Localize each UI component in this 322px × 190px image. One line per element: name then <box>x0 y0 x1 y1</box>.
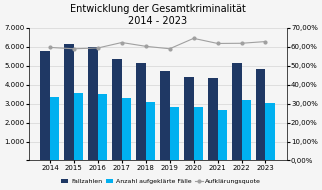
Bar <box>146 102 155 161</box>
Legend: Fallzahlen, Anzahl aufgeklärte Fälle, Aufklärungsquote: Fallzahlen, Anzahl aufgeklärte Fälle, Au… <box>58 177 264 187</box>
Bar <box>194 108 203 161</box>
Bar <box>242 100 251 161</box>
Bar <box>88 47 98 161</box>
Aufklärungsquote <box>96 47 100 49</box>
Title: Entwicklung der Gesamtkriminalität
2014 - 2023: Entwicklung der Gesamtkriminalität 2014 … <box>70 4 246 26</box>
Bar <box>184 77 194 161</box>
Aufklärungsquote <box>48 46 52 49</box>
Bar <box>218 110 227 161</box>
Bar <box>256 69 265 161</box>
Bar <box>112 59 122 161</box>
Bar <box>64 44 74 161</box>
Bar <box>74 93 83 161</box>
Aufklärungsquote <box>168 48 172 50</box>
Bar <box>170 108 179 161</box>
Bar <box>160 70 170 161</box>
Aufklärungsquote <box>263 40 267 43</box>
Line: Aufklärungsquote: Aufklärungsquote <box>49 37 267 50</box>
Bar <box>208 78 218 161</box>
Bar <box>122 98 131 161</box>
Bar <box>50 97 60 161</box>
Bar <box>265 103 275 161</box>
Bar <box>98 94 108 161</box>
Bar <box>232 63 242 161</box>
Aufklärungsquote <box>72 48 76 50</box>
Aufklärungsquote <box>192 37 195 40</box>
Aufklärungsquote <box>240 42 243 44</box>
Bar <box>136 63 146 161</box>
Aufklärungsquote <box>120 41 124 44</box>
Aufklärungsquote <box>216 42 220 45</box>
Aufklärungsquote <box>144 45 148 48</box>
Bar <box>40 51 50 161</box>
